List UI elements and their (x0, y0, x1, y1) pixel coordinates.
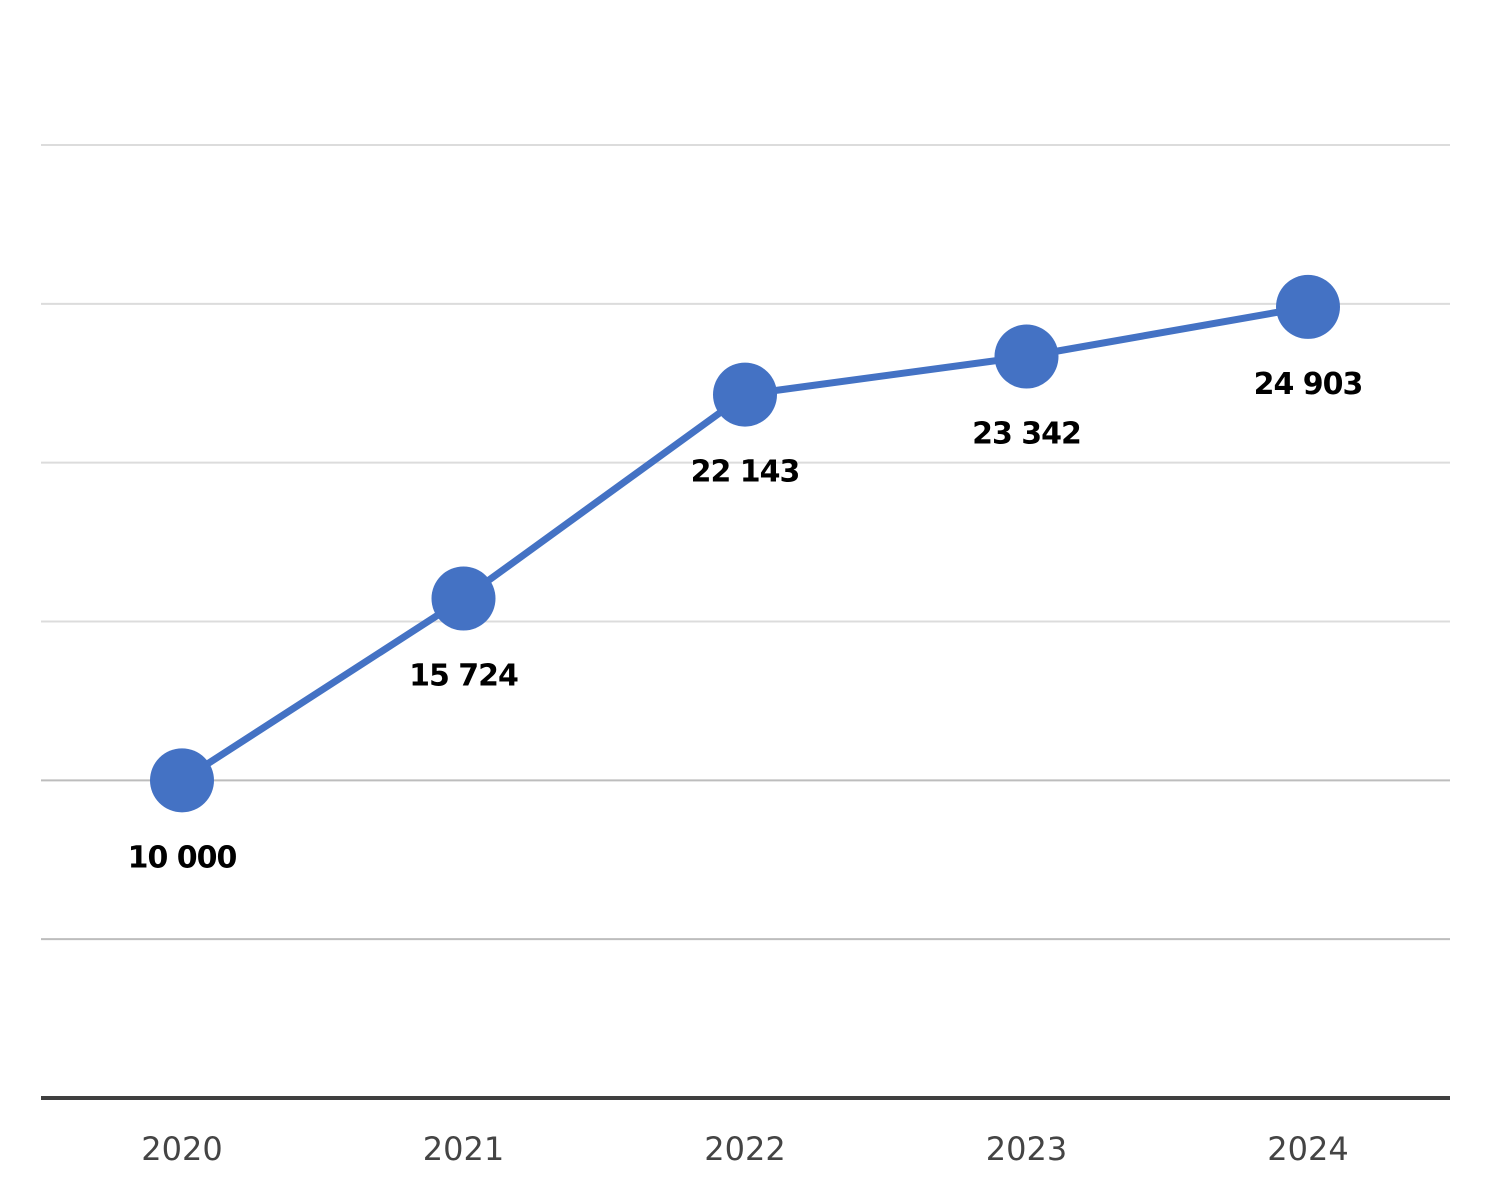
data-label-2022: 22 143 (691, 455, 800, 490)
data-labels: 10 000 15 724 22 143 23 342 24 903 (128, 367, 1364, 875)
data-label-2020: 10 000 (128, 840, 237, 875)
x-tick-label-2021: 2021 (423, 1130, 504, 1168)
data-point-2021 (431, 566, 496, 631)
gridlines (41, 144, 1450, 941)
x-tick-label-2024: 2024 (1267, 1130, 1348, 1168)
series-layer (150, 274, 1340, 813)
data-point-2022 (713, 362, 777, 427)
data-label-2021: 15 724 (409, 659, 518, 694)
data-label-2023: 23 342 (972, 417, 1081, 452)
data-point-2024 (1276, 274, 1340, 339)
data-point-2023 (994, 324, 1059, 389)
x-tick-label-2022: 2022 (704, 1130, 785, 1168)
data-point-2020 (150, 748, 214, 813)
x-axis-ticks: 2020 2021 2022 2023 2024 (141, 1130, 1348, 1168)
x-tick-label-2020: 2020 (141, 1130, 222, 1168)
x-tick-label-2023: 2023 (986, 1130, 1067, 1168)
data-label-2024: 24 903 (1254, 367, 1363, 402)
